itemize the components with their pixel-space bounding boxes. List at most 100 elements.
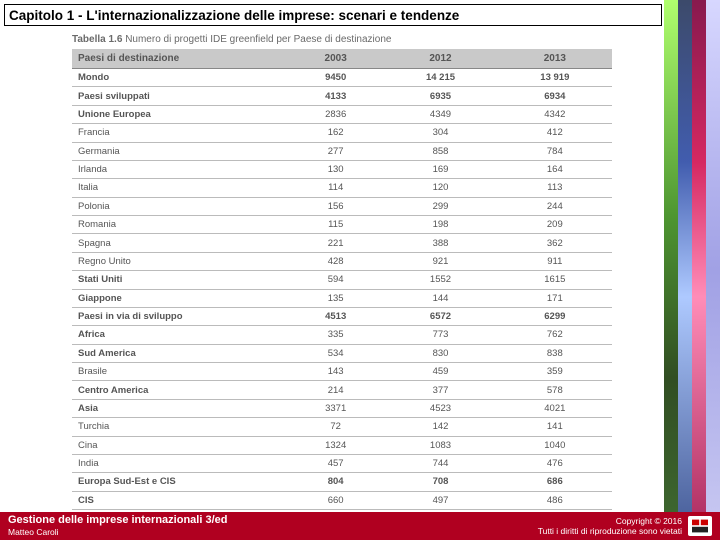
table-cell: 4523: [383, 399, 497, 417]
table-cell: 534: [288, 344, 383, 362]
table-cell: 277: [288, 142, 383, 160]
table-cell: Spagna: [72, 234, 288, 252]
table-col-header: 2013: [498, 49, 612, 69]
table-header-row: Paesi di destinazione200320122013: [72, 49, 612, 69]
table-cell: 486: [498, 491, 612, 509]
table-cell: Regno Unito: [72, 252, 288, 270]
footer-rights: Tutti i diritti di riproduzione sono vie…: [538, 526, 682, 536]
table-cell: Stati Uniti: [72, 271, 288, 289]
table-cell: 578: [498, 381, 612, 399]
caption-text: Numero di progetti IDE greenfield per Pa…: [125, 34, 391, 45]
table-cell: 1040: [498, 436, 612, 454]
table-cell: Cina: [72, 436, 288, 454]
table-cell: 457: [288, 454, 383, 472]
table-cell: 1552: [383, 271, 497, 289]
table-row: Mondo945014 21513 919: [72, 69, 612, 87]
table-cell: Polonia: [72, 197, 288, 215]
table-cell: 72: [288, 418, 383, 436]
table-cell: 114: [288, 179, 383, 197]
table-cell: 14 215: [383, 69, 497, 87]
table-row: Asia337145234021: [72, 399, 612, 417]
decorative-stripes: [660, 0, 720, 540]
table-cell: Europa Sud-Est e CIS: [72, 473, 288, 491]
table-cell: 660: [288, 491, 383, 509]
footer-author: Matteo Caroli: [8, 527, 538, 537]
table-cell: Africa: [72, 326, 288, 344]
table-cell: Irlanda: [72, 160, 288, 178]
table-cell: 130: [288, 160, 383, 178]
table-cell: 459: [383, 363, 497, 381]
table-cell: 359: [498, 363, 612, 381]
table-cell: 4349: [383, 105, 497, 123]
table-row: Sud America534830838: [72, 344, 612, 362]
table-cell: Centro America: [72, 381, 288, 399]
table-cell: 921: [383, 252, 497, 270]
table-cell: 830: [383, 344, 497, 362]
table-cell: 142: [383, 418, 497, 436]
table-row: Germania277858784: [72, 142, 612, 160]
title-bar: Capitolo 1 - L'internazionalizzazione de…: [4, 4, 662, 26]
table-cell: Mondo: [72, 69, 288, 87]
table-cell: 144: [383, 289, 497, 307]
table-head: Paesi di destinazione200320122013: [72, 49, 612, 69]
table-row: Giappone135144171: [72, 289, 612, 307]
table-row: Paesi in via di sviluppo451365726299: [72, 307, 612, 325]
table-cell: CIS: [72, 491, 288, 509]
table-cell: 858: [383, 142, 497, 160]
table-cell: 171: [498, 289, 612, 307]
table-cell: 2836: [288, 105, 383, 123]
table-cell: 214: [288, 381, 383, 399]
table-cell: 335: [288, 326, 383, 344]
table-row: Romania115198209: [72, 216, 612, 234]
table-cell: 198: [383, 216, 497, 234]
table-cell: 113: [498, 179, 612, 197]
table-col-header: 2012: [383, 49, 497, 69]
table-cell: 594: [288, 271, 383, 289]
caption-label: Tabella 1.6: [72, 34, 122, 45]
table-body: Mondo945014 21513 919Paesi sviluppati413…: [72, 69, 612, 510]
table-cell: 476: [498, 454, 612, 472]
page-title: Capitolo 1 - L'internazionalizzazione de…: [9, 8, 459, 23]
table-cell: Italia: [72, 179, 288, 197]
table-row: Regno Unito428921911: [72, 252, 612, 270]
table-cell: Unione Europea: [72, 105, 288, 123]
table-cell: 686: [498, 473, 612, 491]
table-cell: 762: [498, 326, 612, 344]
table-cell: 9450: [288, 69, 383, 87]
table-cell: Romania: [72, 216, 288, 234]
table-cell: 412: [498, 124, 612, 142]
table-cell: 4342: [498, 105, 612, 123]
table-row: Europa Sud-Est e CIS804708686: [72, 473, 612, 491]
table-row: Cina132410831040: [72, 436, 612, 454]
table-cell: 164: [498, 160, 612, 178]
table-cell: 744: [383, 454, 497, 472]
table-cell: Paesi sviluppati: [72, 87, 288, 105]
table-cell: 6934: [498, 87, 612, 105]
table-cell: 162: [288, 124, 383, 142]
table-row: Centro America214377578: [72, 381, 612, 399]
table-cell: 1083: [383, 436, 497, 454]
footer-right: Copyright © 2016 Tutti i diritti di ripr…: [538, 516, 682, 536]
footer-bar: Gestione delle imprese internazionali 3/…: [0, 512, 720, 540]
table-cell: 784: [498, 142, 612, 160]
table-cell: Asia: [72, 399, 288, 417]
table-cell: 3371: [288, 399, 383, 417]
table-cell: 143: [288, 363, 383, 381]
table-row: Stati Uniti59415521615: [72, 271, 612, 289]
stripe-green: [664, 0, 678, 540]
table-row: India457744476: [72, 454, 612, 472]
table-row: Turchia72142141: [72, 418, 612, 436]
table-cell: Germania: [72, 142, 288, 160]
table-row: Spagna221388362: [72, 234, 612, 252]
table-cell: 4513: [288, 307, 383, 325]
table-cell: Brasile: [72, 363, 288, 381]
table-cell: 209: [498, 216, 612, 234]
table-cell: Giappone: [72, 289, 288, 307]
table-row: Francia162304412: [72, 124, 612, 142]
table-col-header: Paesi di destinazione: [72, 49, 288, 69]
table-cell: 156: [288, 197, 383, 215]
table-row: Italia114120113: [72, 179, 612, 197]
table-row: Unione Europea283643494342: [72, 105, 612, 123]
table-cell: 221: [288, 234, 383, 252]
footer-copyright: Copyright © 2016: [538, 516, 682, 526]
